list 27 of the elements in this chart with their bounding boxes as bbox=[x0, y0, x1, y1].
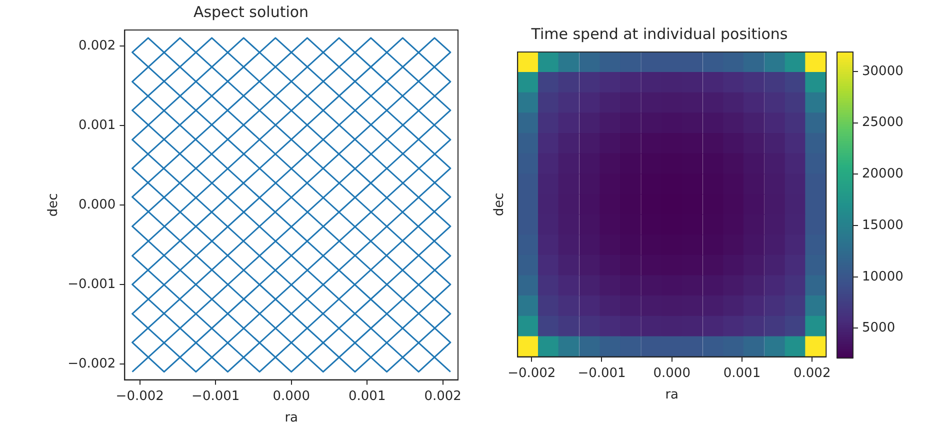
x-tick-label: −0.001 bbox=[192, 388, 240, 404]
x-tick-label: 0.000 bbox=[653, 366, 690, 381]
y-axis-title: dec bbox=[46, 193, 62, 217]
y-tick-label: 0.001 bbox=[78, 118, 116, 133]
x-tick-label: −0.002 bbox=[508, 366, 556, 381]
chart-title: Time spend at individual positions bbox=[530, 24, 788, 43]
color-bar-label: 5000 bbox=[862, 320, 896, 336]
x-axis-title: ra bbox=[665, 388, 679, 403]
y-tick-label: −0.002 bbox=[68, 356, 116, 372]
y-tick-label: −0.001 bbox=[68, 276, 116, 292]
color-bar-label: 25000 bbox=[862, 115, 904, 130]
x-tick-label: −0.002 bbox=[116, 388, 164, 404]
x-tick-label: −0.001 bbox=[578, 366, 626, 381]
color-bar-label: 30000 bbox=[862, 64, 904, 79]
x-axis-title: ra bbox=[284, 410, 298, 426]
y-tick-label: 0.002 bbox=[78, 38, 116, 54]
y-axis-title: dec bbox=[492, 192, 508, 216]
x-tick-label: 0.000 bbox=[272, 388, 310, 404]
color-bar-label: 15000 bbox=[862, 218, 904, 233]
color-bar-label: 20000 bbox=[862, 166, 904, 182]
chart-title: Aspect solution bbox=[193, 2, 309, 21]
x-tick-label: 0.002 bbox=[424, 388, 462, 404]
y-tick-label: 0.000 bbox=[78, 197, 116, 212]
x-tick-label: 0.001 bbox=[723, 366, 761, 381]
x-tick-label: 0.001 bbox=[348, 388, 386, 404]
color-bar-label: 10000 bbox=[862, 269, 904, 284]
x-tick-label: 0.002 bbox=[794, 366, 831, 381]
